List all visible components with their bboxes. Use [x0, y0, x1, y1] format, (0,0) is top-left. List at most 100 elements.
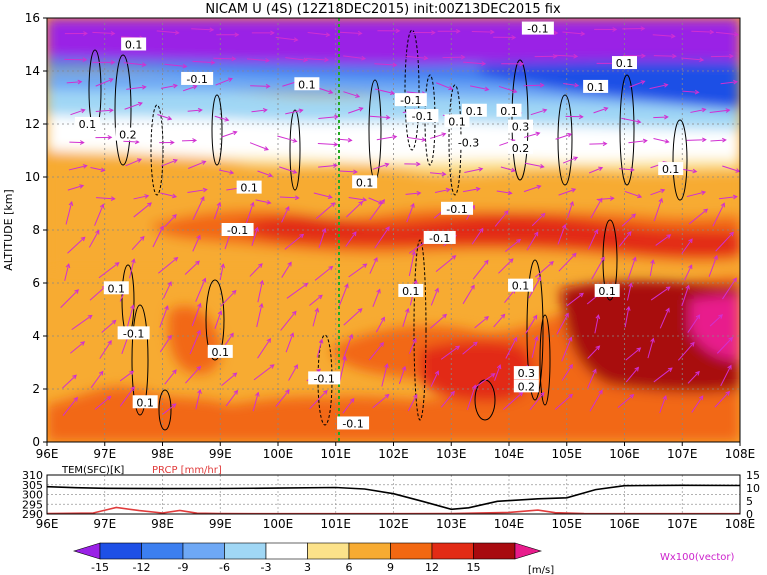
wind-vector-head [500, 313, 506, 319]
contour-label-bg-21 [423, 230, 456, 244]
wind-vector [587, 229, 598, 250]
wind-vector [624, 190, 642, 198]
wind-vector [496, 190, 512, 194]
wind-vector [398, 366, 406, 384]
wind-vector-head [496, 364, 502, 370]
wind-vector [94, 204, 104, 226]
wind-vector [225, 390, 238, 407]
wind-vector [213, 57, 236, 60]
wind-vector-head [600, 256, 605, 262]
contour-labels: 0.1-0.1 0.10.10.2-0.1-0.1 0.10.1 0.10.3-0.3… [74, 21, 684, 430]
wind-vector-head [357, 308, 363, 313]
x-tick-label-2: 98E [151, 447, 174, 461]
wind-vector [561, 364, 573, 381]
wind-vector-head [713, 254, 718, 260]
colorbar-seg-6 [307, 542, 350, 560]
wind-vector-head [532, 314, 538, 320]
wind-vector-head [380, 199, 385, 204]
wind-vector [494, 210, 509, 227]
wind-vector-head [376, 288, 381, 294]
contour-label-28: -0.1 [313, 372, 334, 385]
contour-label-bg-1 [181, 71, 214, 85]
wind-vector-head [110, 59, 116, 65]
wind-vector [368, 342, 384, 361]
wind-vector [554, 394, 573, 410]
wind-vector [257, 338, 271, 359]
wind-vector-head [612, 27, 618, 32]
wind-vector [251, 227, 258, 246]
wind-vector-head [421, 137, 427, 142]
wind-vector [524, 162, 544, 168]
wind-vector-head [107, 339, 112, 345]
x-tick-label-5: 101E [321, 447, 352, 461]
contour-label-bg-26 [117, 326, 150, 340]
wind-vector [255, 199, 271, 204]
contour-c [150, 104, 164, 196]
wind-vector-head [266, 338, 271, 343]
contour-label-20: -0.1 [227, 224, 248, 237]
wind-vector [185, 366, 201, 384]
wind-vector [249, 263, 263, 277]
wind-vector [406, 203, 415, 223]
contour-label-bg-9 [496, 103, 522, 117]
wind-vector-head [484, 316, 490, 321]
wind-vector-head [702, 137, 707, 143]
colorbar-left-arrow [72, 542, 101, 560]
wind-vector-head [196, 365, 202, 371]
contour-label-2: 0.1 [298, 78, 316, 91]
wind-vector-head [98, 370, 104, 376]
contour-m [672, 119, 688, 201]
wind-vector [435, 82, 453, 90]
vector-legend-label: Wx100(vector) [660, 552, 735, 563]
wind-vector [682, 90, 699, 93]
wind-vector [619, 168, 634, 171]
ts-left-tick-2: 300 [22, 489, 43, 502]
wind-vector-head [553, 30, 559, 36]
contour-label-bg-7 [444, 114, 470, 128]
wind-vector [123, 62, 146, 66]
wind-vector [92, 31, 115, 35]
wind-vector-head [512, 336, 518, 342]
wind-vector [133, 195, 149, 200]
wind-vector-head [196, 329, 201, 335]
contour-label-bg-6 [406, 109, 439, 123]
wind-vector [101, 320, 116, 333]
wind-vector [688, 208, 708, 225]
wind-vector [523, 84, 544, 87]
wind-vector [715, 31, 738, 36]
wind-vector [374, 63, 397, 66]
wind-vector [348, 196, 367, 201]
wind-vector-head [254, 226, 259, 232]
wind-vector-head [539, 163, 545, 169]
wind-vector [650, 286, 671, 301]
wind-vector-head [174, 30, 180, 35]
wind-vector-head [665, 307, 670, 313]
contour-label-24: 0.1 [512, 280, 530, 293]
wind-vector-head [539, 391, 545, 397]
wind-vector [655, 234, 671, 246]
wind-vector-head [720, 202, 725, 208]
contour-label-19: -0.1 [446, 203, 467, 216]
wind-vector-head [729, 53, 734, 59]
x-tick-label-11: 107E [667, 447, 698, 461]
wind-vector [408, 338, 417, 354]
contour-label-bg-20 [221, 223, 254, 236]
wind-vector [596, 197, 614, 201]
wind-vector [687, 371, 700, 384]
wind-vector [683, 264, 693, 281]
ts-frame-top [46, 474, 741, 515]
wind-vector-head [688, 238, 693, 244]
wind-vector [213, 202, 221, 220]
wind-vector-head [595, 314, 601, 320]
wind-vector-head [327, 194, 333, 199]
wind-vector [722, 277, 737, 300]
wind-vector-head [114, 262, 120, 267]
wind-vector [524, 132, 540, 138]
ts-panel: TEM(SFC)[K] PRCP [mm/hr] 290295300305310… [22, 465, 760, 531]
wind-vector [587, 345, 600, 359]
contour-label-bg-23 [398, 283, 424, 297]
wind-vector-head [332, 163, 338, 169]
wind-vector-head [735, 168, 740, 173]
wind-vector-head [470, 284, 475, 290]
